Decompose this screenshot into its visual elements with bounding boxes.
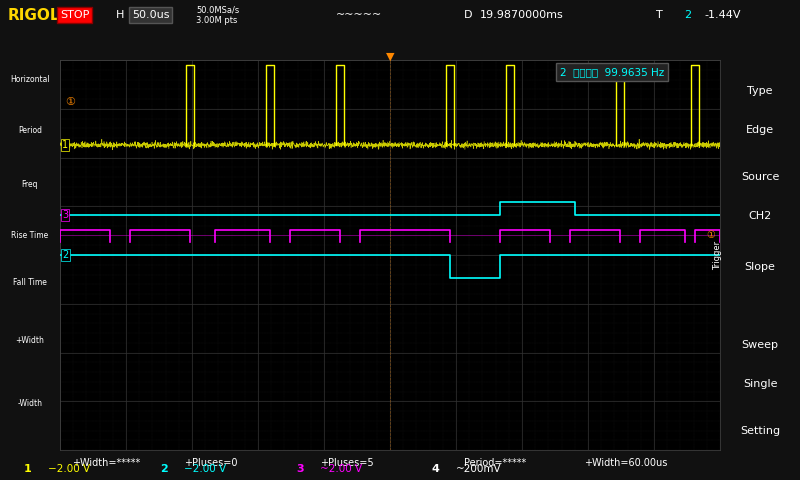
Text: Edge: Edge [746, 125, 774, 135]
Text: 3: 3 [296, 464, 304, 474]
Text: D: D [464, 10, 473, 20]
Text: ~~~~~: ~~~~~ [336, 10, 382, 20]
Text: +Width=*****: +Width=***** [72, 458, 140, 468]
Text: 2  ㎡㎡㎡㎡  99.9635 Hz: 2 ㎡㎡㎡㎡ 99.9635 Hz [560, 67, 664, 77]
Text: H: H [116, 10, 124, 20]
Text: 4: 4 [432, 464, 440, 474]
Text: Trigger: Trigger [714, 240, 722, 270]
Text: −2.00 V: −2.00 V [48, 464, 90, 474]
Text: Period=*****: Period=***** [464, 458, 526, 468]
Text: 19.9870000ms: 19.9870000ms [480, 10, 564, 20]
Text: 1: 1 [62, 140, 68, 150]
Text: Single: Single [742, 379, 778, 389]
Text: T: T [656, 10, 662, 20]
Text: 50.0us: 50.0us [132, 10, 170, 20]
Text: Freq: Freq [22, 180, 38, 189]
Text: Setting: Setting [740, 425, 780, 435]
Text: Fall Time: Fall Time [13, 278, 47, 287]
Text: Slope: Slope [745, 262, 775, 272]
Text: 50.0MSa/s
3.00M pts: 50.0MSa/s 3.00M pts [196, 5, 239, 24]
Text: Horizontal: Horizontal [10, 75, 50, 84]
Text: Type: Type [747, 86, 773, 96]
Text: 2: 2 [684, 10, 691, 20]
Text: ~2.00 V: ~2.00 V [320, 464, 362, 474]
Text: +Width: +Width [15, 336, 45, 345]
Text: Rise Time: Rise Time [11, 231, 49, 240]
Text: +Pluses=5: +Pluses=5 [320, 458, 374, 468]
Text: ~200mV: ~200mV [456, 464, 502, 474]
Text: 2: 2 [160, 464, 168, 474]
Text: CH2: CH2 [748, 211, 772, 221]
Text: Sweep: Sweep [742, 340, 778, 350]
Text: ▼: ▼ [386, 52, 394, 62]
Text: STOP: STOP [60, 10, 90, 20]
Text: Source: Source [741, 172, 779, 182]
Text: +Pluses=0: +Pluses=0 [184, 458, 238, 468]
Text: RIGOL: RIGOL [8, 8, 61, 23]
Text: 2: 2 [62, 250, 68, 260]
Text: −2.00 V: −2.00 V [184, 464, 226, 474]
Text: +Width=60.00us: +Width=60.00us [584, 458, 667, 468]
Text: 3: 3 [62, 210, 68, 220]
Text: Period: Period [18, 126, 42, 135]
Text: 1: 1 [24, 464, 32, 474]
Text: -Width: -Width [18, 399, 42, 408]
Text: -1.44V: -1.44V [704, 10, 741, 20]
Text: ①: ① [706, 230, 715, 240]
Text: ①: ① [65, 97, 75, 107]
